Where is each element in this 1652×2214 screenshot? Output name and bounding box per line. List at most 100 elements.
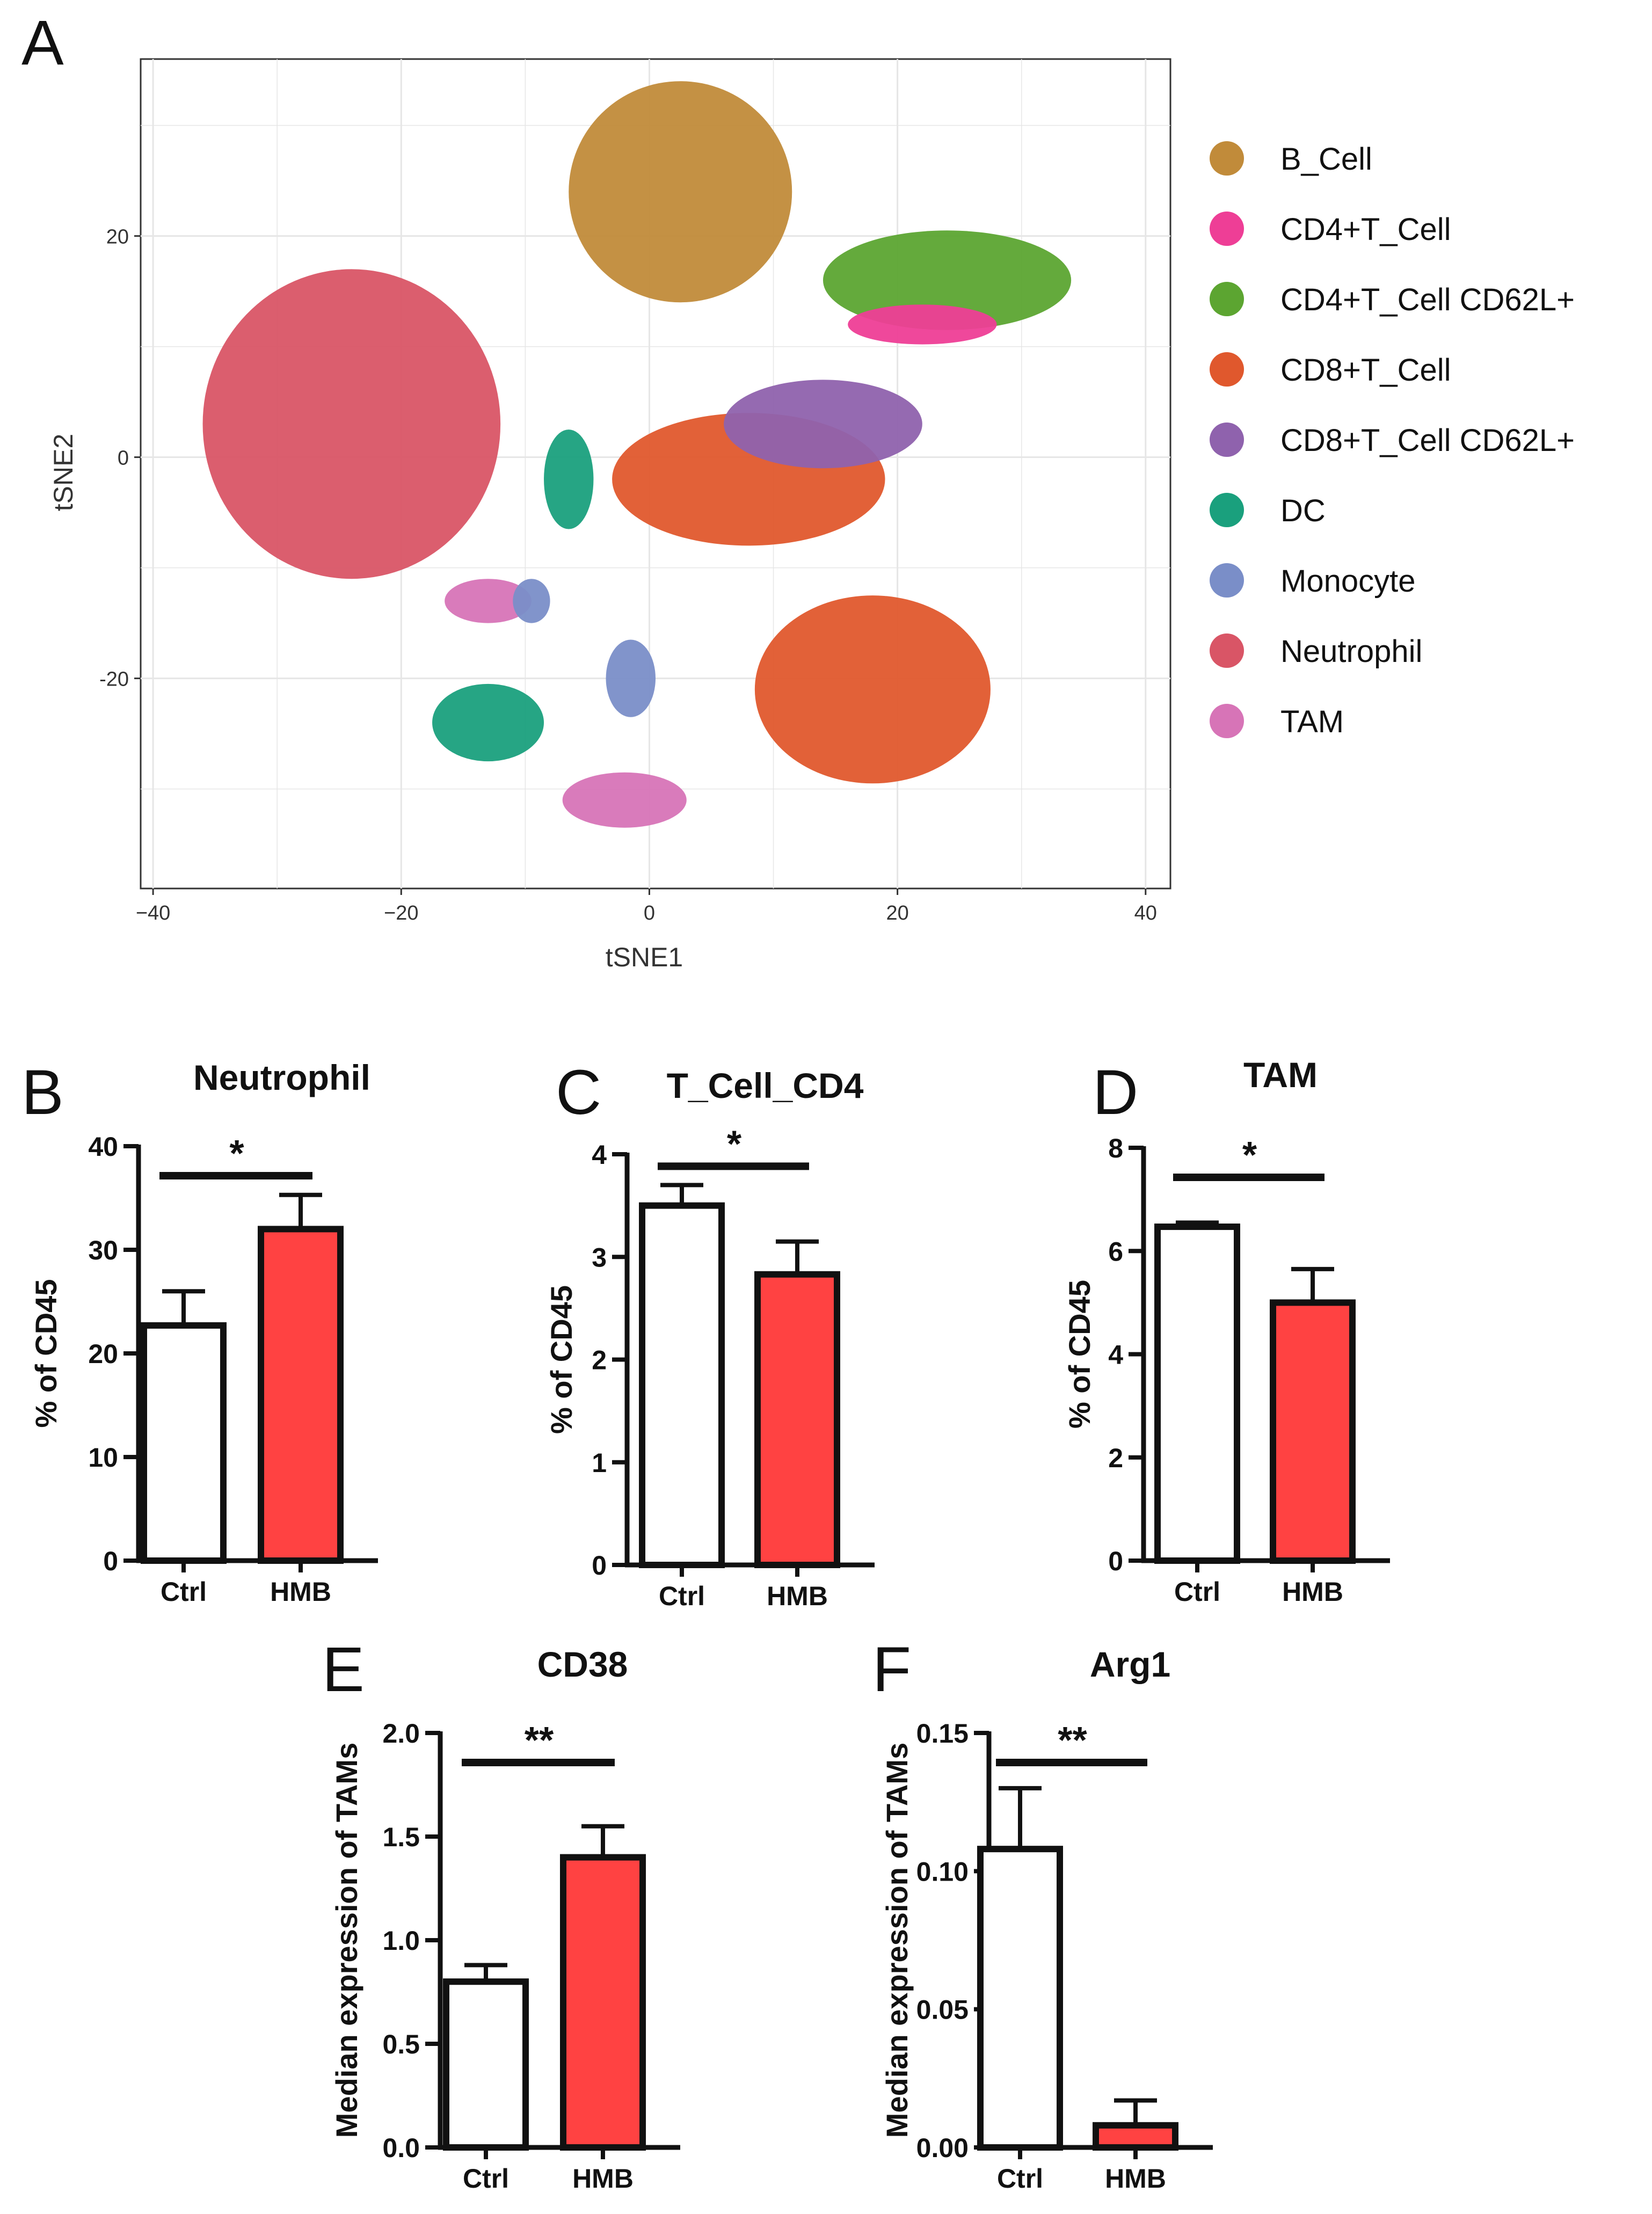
- tsne-cluster-cd4-t-cell: [848, 304, 997, 345]
- y-tick-label: 2.0: [382, 1718, 420, 1749]
- x-tick-label: HMB: [1282, 1577, 1343, 1607]
- tsne-cluster-dc: [432, 683, 544, 762]
- y-axis-label: % of CD45: [29, 1279, 63, 1428]
- bar-hmb: [560, 1854, 646, 2151]
- bar-hmb: [1270, 1299, 1356, 1564]
- bar-hmb: [258, 1226, 344, 1564]
- legend-label: CD8+T_Cell: [1280, 353, 1451, 388]
- bar-hmb: [1093, 2122, 1178, 2151]
- significance-marker: *: [727, 1123, 742, 1164]
- y-axis-label: % of CD45: [1062, 1280, 1096, 1429]
- bar-hmb: [754, 1271, 840, 1568]
- x-tick-label: Ctrl: [463, 2164, 509, 2194]
- tsne-cluster-b-cell: [569, 81, 792, 303]
- bar-ctrl: [443, 1978, 529, 2151]
- panel-label-b: B: [21, 1057, 64, 1128]
- legend-key-cd4-t-cell-cd62l-: [1210, 282, 1244, 316]
- x-tick-label: HMB: [767, 1581, 828, 1611]
- legend-key-neutrophil: [1210, 633, 1244, 668]
- bar-chart-d: TAM % of CD45 0 2 4 6 8 Ctrl HMB *: [1062, 1055, 1390, 1607]
- y-tick-label: 3: [592, 1242, 607, 1272]
- legend-key-cd4-t-cell: [1210, 212, 1244, 246]
- legend-label: Neutrophil: [1280, 634, 1422, 669]
- legend-label: TAM: [1280, 704, 1344, 739]
- y-tick-label: 4: [592, 1140, 607, 1170]
- chart-title: TAM: [1243, 1055, 1318, 1095]
- chart-title: CD38: [537, 1644, 628, 1684]
- y-tick-label: 0.10: [916, 1856, 969, 1887]
- y-tick-label: 10: [88, 1443, 118, 1473]
- tsne-plot: −40 −20 0 20 40 -20 0 20 tSNE1 tSNE2: [48, 58, 1171, 972]
- tsne-x-tick-label: 20: [886, 902, 908, 924]
- y-tick-label: 0: [592, 1550, 607, 1581]
- x-tick-label: Ctrl: [1174, 1577, 1220, 1607]
- significance-marker: *: [229, 1132, 244, 1174]
- significance-marker: **: [525, 1719, 554, 1761]
- panel-label-a: A: [21, 8, 64, 78]
- significance-marker: **: [1058, 1719, 1087, 1761]
- bar-ctrl: [141, 1322, 227, 1564]
- y-tick-label: 2: [592, 1345, 607, 1375]
- legend-key-monocyte: [1210, 563, 1244, 598]
- tsne-y-tick-label: 0: [118, 447, 129, 470]
- tsne-x-axis: −40 −20 0 20 40: [136, 888, 1157, 924]
- legend-label: CD8+T_Cell CD62L+: [1280, 423, 1575, 458]
- chart-title: T_Cell_CD4: [667, 1066, 864, 1105]
- y-tick-label: 1.0: [382, 1926, 420, 1956]
- tsne-cluster-monocyte: [513, 579, 550, 623]
- tsne-cluster-tam: [562, 772, 687, 828]
- y-tick-label: 4: [1108, 1340, 1123, 1370]
- tsne-y-tick-label: -20: [99, 668, 129, 691]
- x-tick-label: Ctrl: [161, 1577, 207, 1607]
- bar-chart-e: CD38 Median expression of TAMs 0.0 0.5 1.0 1.…: [330, 1644, 680, 2194]
- panel-label-f: F: [872, 1634, 911, 1705]
- legend-key-dc: [1210, 493, 1244, 527]
- y-axis-label: Median expression of TAMs: [330, 1743, 363, 2138]
- panel-label-c: C: [556, 1057, 601, 1128]
- y-tick-label: 0.15: [916, 1718, 969, 1749]
- y-tick-label: 0.00: [916, 2133, 969, 2163]
- tsne-y-axis-label: tSNE2: [48, 434, 78, 512]
- bar-ctrl: [639, 1202, 725, 1568]
- legend-key-cd8-t-cell-cd62l-: [1210, 423, 1244, 457]
- legend-key-b-cell: [1210, 141, 1244, 176]
- tsne-x-tick-label: −20: [384, 902, 418, 924]
- tsne-cluster-tam: [445, 579, 532, 623]
- tsne-cluster-monocyte: [606, 639, 656, 717]
- tsne-x-axis-label: tSNE1: [606, 942, 683, 972]
- x-tick-label: HMB: [270, 1577, 331, 1607]
- y-axis-label: Median expression of TAMs: [880, 1743, 914, 2138]
- chart-title: Neutrophil: [193, 1058, 370, 1097]
- tsne-cluster-cd8-t-cell-cd62l-: [724, 380, 922, 469]
- tsne-cluster-dc: [544, 429, 594, 529]
- y-tick-label: 0: [103, 1546, 118, 1576]
- tsne-cluster-neutrophil: [202, 269, 501, 579]
- x-tick-label: HMB: [572, 2164, 634, 2194]
- y-tick-label: 0.5: [382, 2029, 420, 2059]
- y-tick-label: 0.0: [382, 2133, 420, 2163]
- panel-label-e: E: [322, 1634, 365, 1705]
- y-axis-label: % of CD45: [544, 1285, 578, 1434]
- tsne-cluster-cd8-t-cell: [754, 595, 991, 784]
- y-tick-label: 0.05: [916, 1995, 969, 2025]
- y-tick-label: 20: [88, 1339, 118, 1369]
- tsne-y-axis: -20 0 20: [99, 226, 141, 691]
- chart-title: Arg1: [1090, 1644, 1170, 1684]
- tsne-x-tick-label: 40: [1134, 902, 1157, 924]
- bar-ctrl: [1154, 1223, 1240, 1564]
- y-tick-label: 6: [1108, 1236, 1123, 1266]
- bar-chart-c: T_Cell_CD4 % of CD45 0 1 2 3 4 Ctrl HMB *: [544, 1066, 875, 1611]
- bar-chart-b: Neutrophil % of CD45 0 10 20 30 40 Ctrl HMB *: [29, 1058, 378, 1607]
- panel-label-d: D: [1093, 1057, 1138, 1128]
- tsne-y-tick-label: 20: [106, 226, 129, 249]
- x-tick-label: Ctrl: [997, 2164, 1043, 2194]
- y-tick-label: 8: [1108, 1133, 1123, 1163]
- x-tick-label: Ctrl: [659, 1581, 705, 1611]
- tsne-legend: B_Cell CD4+T_Cell CD4+T_Cell CD62L+ CD8+T_C…: [1210, 141, 1575, 739]
- legend-key-tam: [1210, 704, 1244, 738]
- legend-label: Monocyte: [1280, 564, 1415, 599]
- legend-label: DC: [1280, 493, 1326, 528]
